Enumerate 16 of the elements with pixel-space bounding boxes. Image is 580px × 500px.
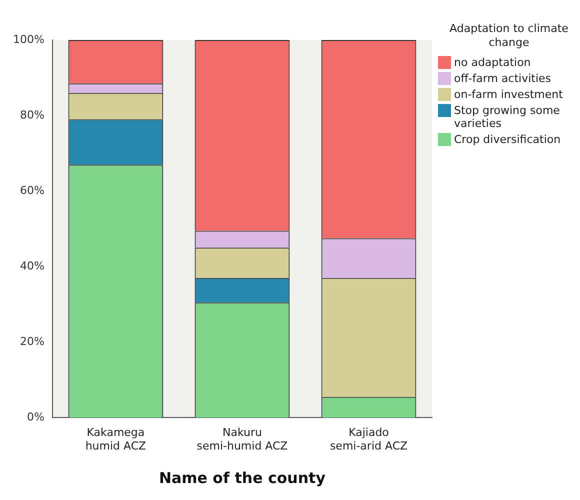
legend-label: on-farm investment: [454, 88, 563, 101]
y-tick-label: 20%: [20, 334, 44, 348]
x-tick-label: Nakuru semi-humid ACZ: [196, 426, 288, 452]
x-tick-label: Kakamega humid ACZ: [85, 426, 147, 452]
y-tick-label: 80%: [20, 108, 44, 122]
legend-label: no adaptation: [454, 56, 531, 69]
y-tick-label: 0%: [26, 410, 44, 424]
y-tick-label: 60%: [20, 184, 44, 197]
x-axis-title: Name of the county: [158, 468, 326, 487]
legend-label: Crop diversification: [454, 133, 561, 146]
y-tick-label: 100%: [12, 32, 44, 46]
legend-title: Adaptation to climate change: [449, 22, 569, 50]
legend-label: off-farm activities: [454, 72, 552, 85]
x-tick-label: Kajiado semi-arid ACZ: [330, 426, 408, 452]
y-tick-label: 40%: [20, 259, 44, 272]
legend-label: Stop growing some varieties: [454, 104, 561, 130]
